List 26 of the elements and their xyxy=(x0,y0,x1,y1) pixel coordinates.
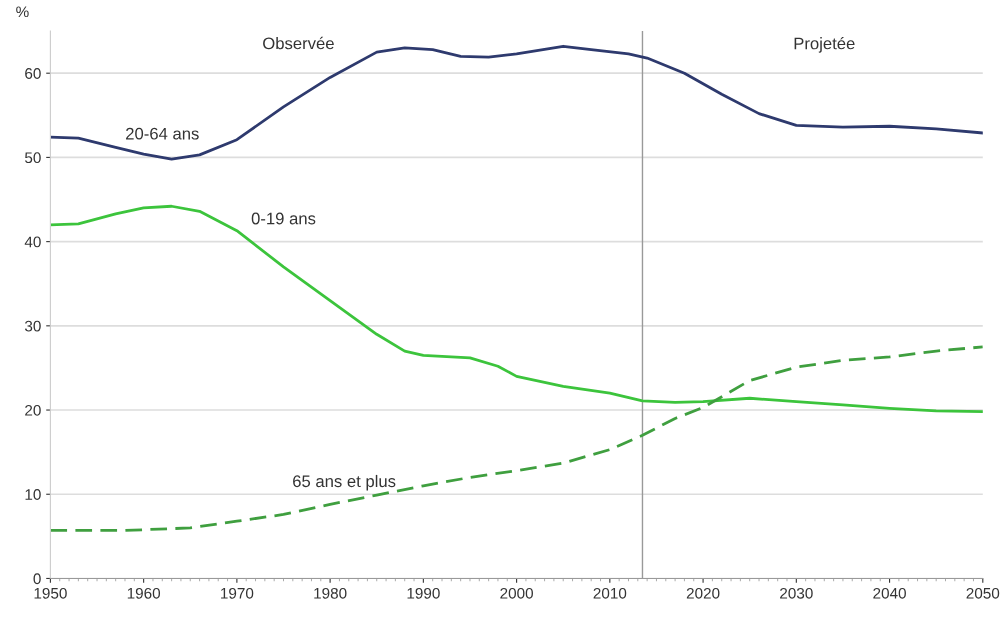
x-tick-label: 1970 xyxy=(221,587,254,599)
x-tick-label: 2030 xyxy=(780,587,813,599)
x-tick-label: 1980 xyxy=(314,587,347,599)
series-label: 20-64 ans xyxy=(126,127,199,140)
series-label: 0-19 ans xyxy=(251,212,316,225)
y-tick-label: 30 xyxy=(24,320,41,332)
annotation: Projetée xyxy=(794,36,855,53)
y-axis-title: % xyxy=(16,6,29,18)
x-tick-label: 2000 xyxy=(500,587,533,599)
x-tick-label: 2020 xyxy=(686,587,720,599)
y-tick-label: 40 xyxy=(24,236,41,248)
line-series xyxy=(50,345,983,532)
x-tick-label: 1990 xyxy=(407,587,440,599)
x-tick-label: 1950 xyxy=(34,587,67,599)
x-tick-label: 2010 xyxy=(593,587,627,599)
y-tick-label: 10 xyxy=(25,489,41,500)
line-series xyxy=(50,204,983,414)
x-tick-label: 2040 xyxy=(873,587,906,599)
x-tick-label: 2050 xyxy=(966,587,1000,599)
y-tick-label: 60 xyxy=(25,68,41,79)
x-tick-label: 1960 xyxy=(127,587,161,599)
y-tick-label: 20 xyxy=(25,404,41,416)
y-tick-label: 0 xyxy=(33,573,41,585)
series-label: 65 ans et plus xyxy=(293,474,396,491)
y-tick-label: 50 xyxy=(24,152,41,164)
annotation: Observée xyxy=(263,36,334,50)
